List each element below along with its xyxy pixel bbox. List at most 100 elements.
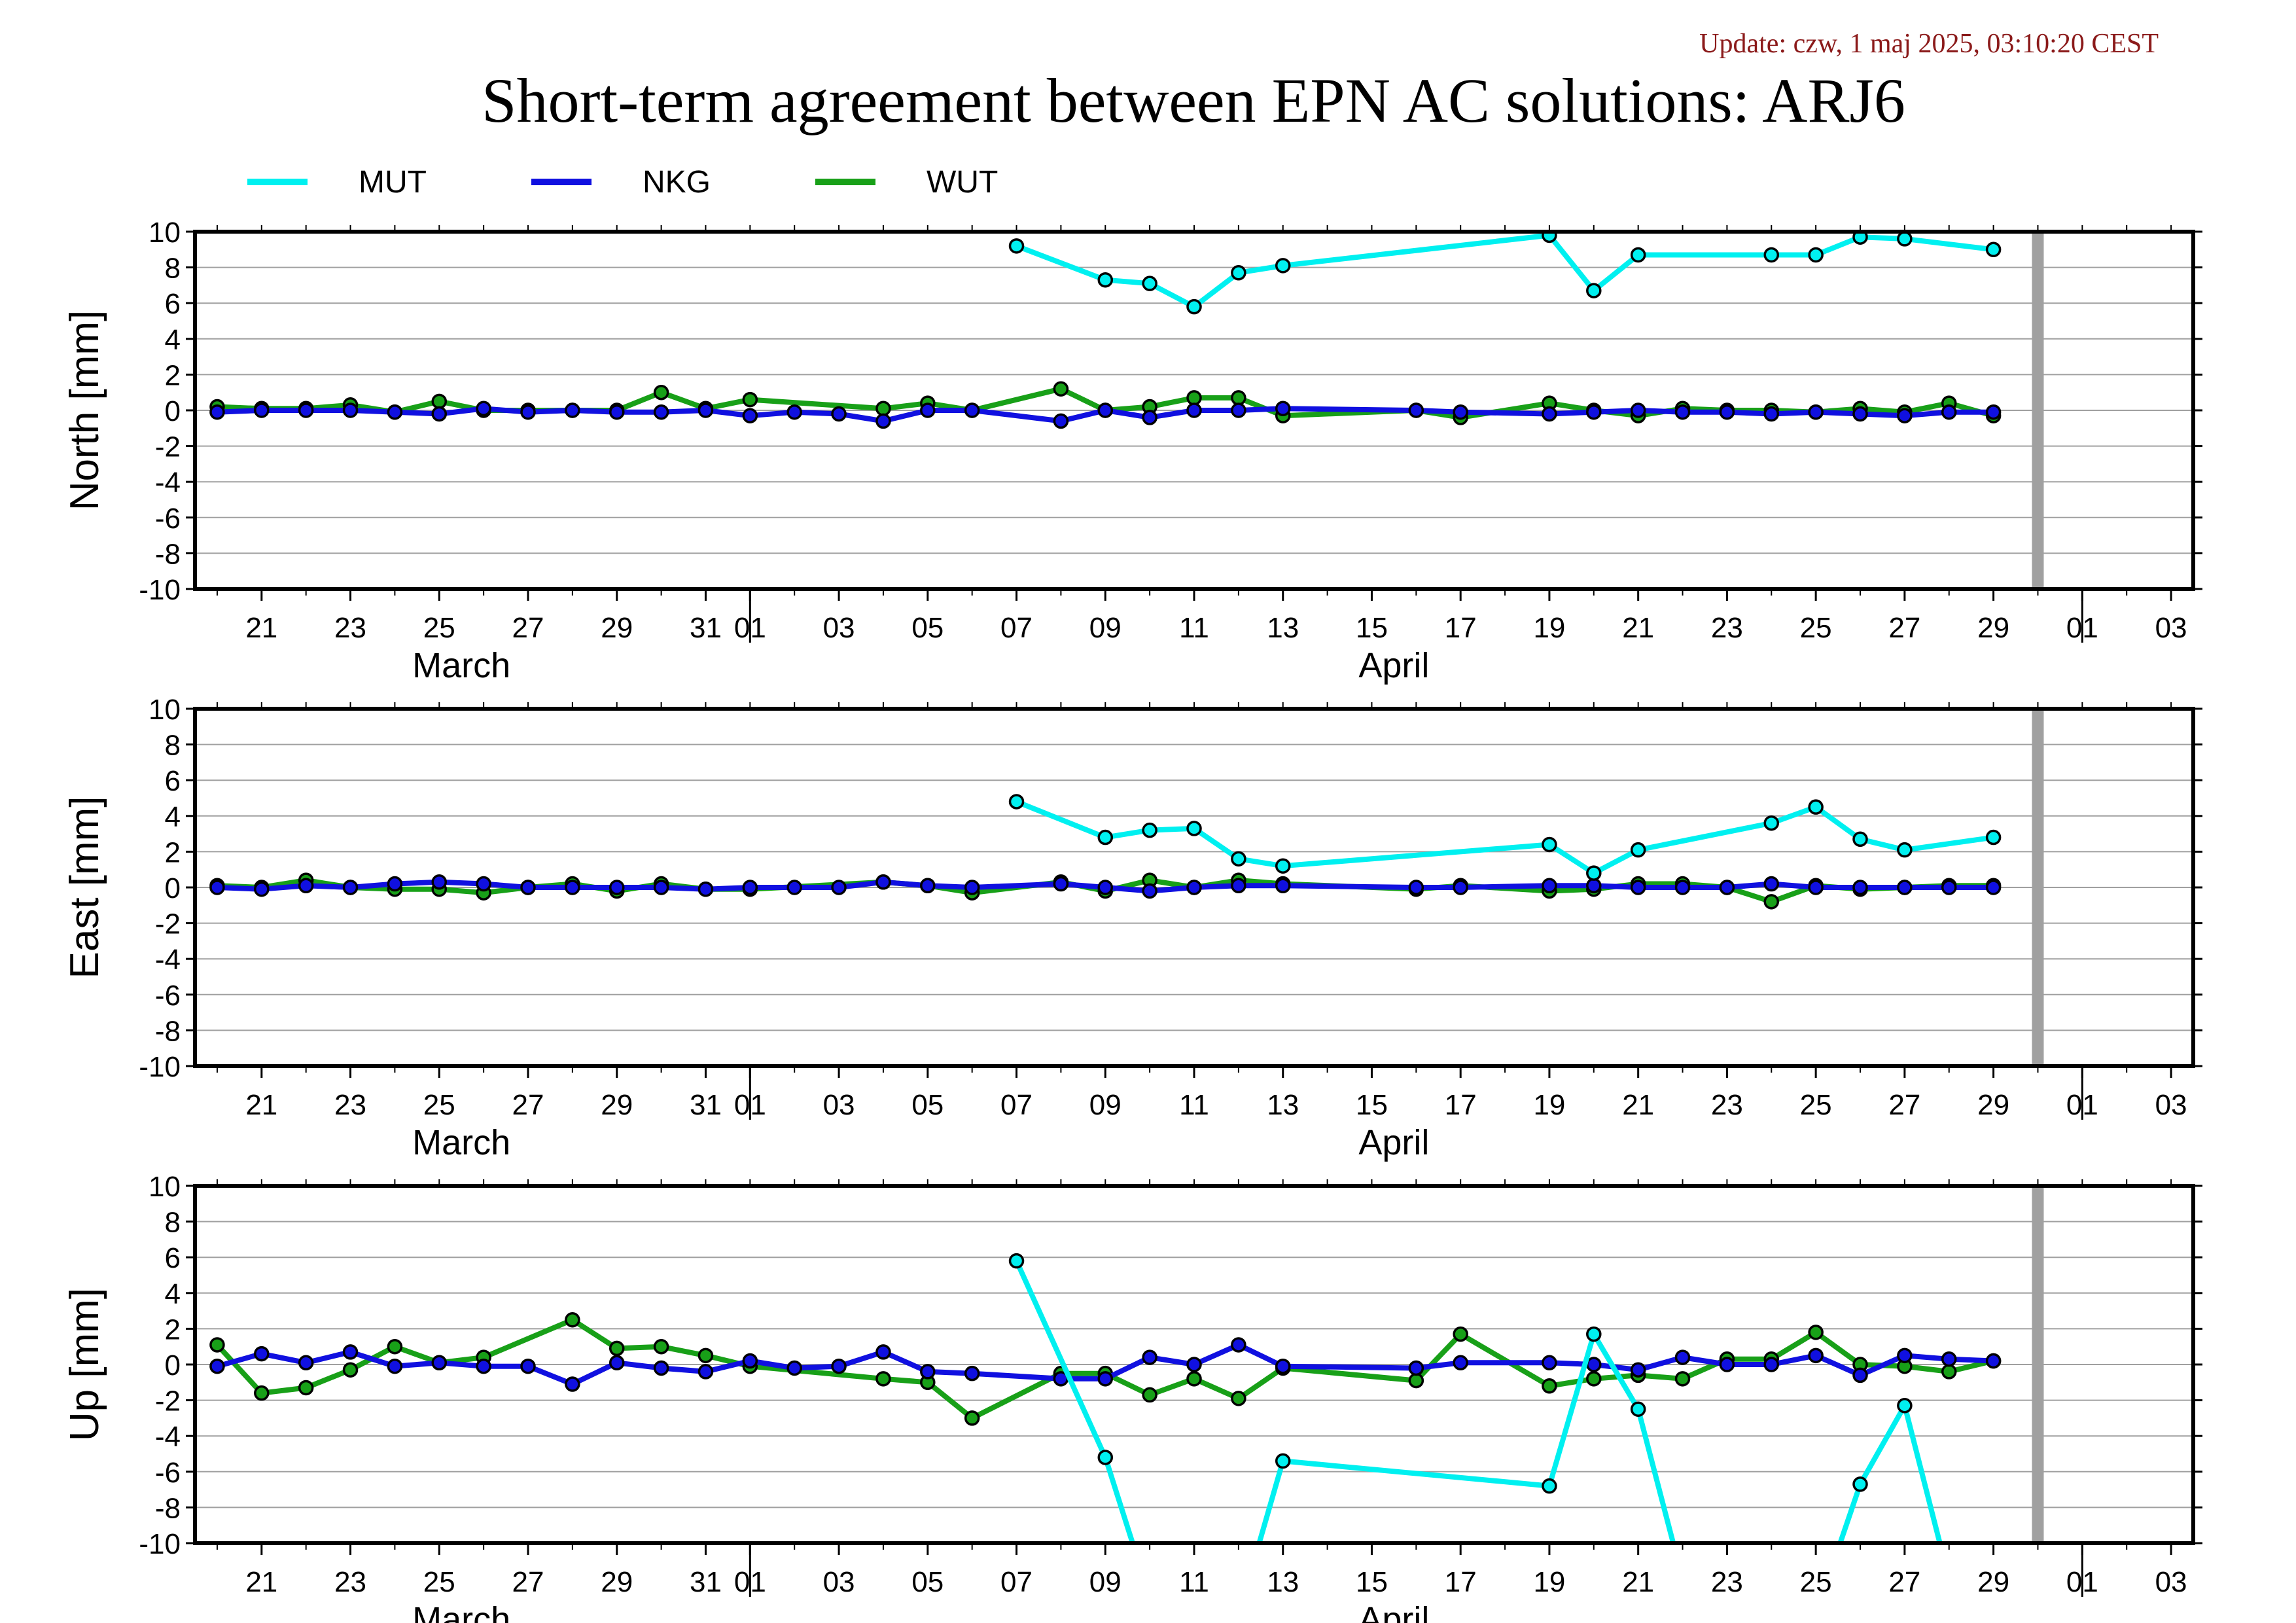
y-tick-label: 2: [165, 836, 181, 868]
x-tick-label: 23: [334, 1566, 366, 1598]
x-tick-label: 29: [1977, 1566, 2009, 1598]
data-point-mut: [1897, 842, 1913, 858]
y-tick-label: -10: [139, 1528, 181, 1560]
data-point-nkg: [786, 404, 802, 420]
data-point-wut: [387, 1338, 403, 1355]
data-point-nkg: [1586, 1357, 1602, 1372]
x-tick-label: 15: [1356, 1566, 1388, 1598]
series-group: [209, 1253, 2002, 1621]
legend-label-mut: MUT: [359, 165, 427, 200]
y-tick-label: -2: [155, 431, 181, 463]
data-point-mut: [1186, 298, 1202, 315]
x-tick-label: 31: [690, 1089, 722, 1121]
data-point-wut: [1941, 1364, 1957, 1380]
data-point-wut: [742, 391, 758, 408]
x-tick-label: 05: [911, 1566, 944, 1598]
data-gap-bar: [2032, 709, 2044, 1066]
data-point-wut: [1142, 1387, 1157, 1403]
legend-item-nkg: NKG: [531, 165, 711, 200]
x-tick-label: 21: [1622, 1566, 1654, 1598]
x-tick-label: 23: [334, 612, 366, 644]
x-tick-label: 21: [1622, 612, 1654, 644]
data-point-nkg: [831, 1358, 847, 1374]
data-point-mut: [1763, 247, 1780, 263]
data-point-mut: [1897, 1398, 1913, 1414]
x-tick-label: 27: [1888, 1089, 1920, 1121]
data-point-nkg: [1097, 880, 1114, 895]
data-point-nkg: [1186, 402, 1202, 418]
data-point-mut: [1097, 272, 1114, 288]
data-point-wut: [1053, 381, 1069, 397]
data-point-nkg: [254, 881, 270, 897]
data-point-mut: [1542, 836, 1557, 853]
data-point-nkg: [342, 402, 359, 418]
data-point-wut: [609, 1340, 625, 1357]
x-tick-label: 09: [1089, 1089, 1122, 1121]
y-tick-label: 6: [165, 288, 181, 320]
x-tick-label: 19: [1533, 612, 1565, 644]
data-point-nkg: [1231, 878, 1246, 894]
x-tick-label: 05: [911, 612, 944, 644]
data-point-mut: [1852, 831, 1868, 847]
x-tick-label: 15: [1356, 612, 1388, 644]
data-point-nkg: [920, 1364, 936, 1380]
data-point-mut: [1275, 258, 1291, 274]
y-axis-label: East [mm]: [62, 796, 107, 978]
y-tick-label: -4: [155, 1421, 181, 1453]
data-point-mut: [1808, 799, 1824, 815]
x-tick-label: 29: [1977, 1089, 2009, 1121]
data-point-nkg: [875, 413, 891, 429]
x-tick-label: 17: [1445, 1566, 1477, 1598]
x-tick-label: 27: [512, 612, 544, 644]
data-point-nkg: [565, 880, 580, 895]
x-tick-label: 29: [601, 1566, 633, 1598]
data-point-nkg: [1453, 404, 1468, 420]
data-point-nkg: [1763, 406, 1780, 422]
data-point-wut: [1231, 390, 1246, 406]
y-tick-label: 4: [165, 324, 181, 356]
y-tick-label: -6: [155, 503, 181, 535]
y-tick-label: 0: [165, 1349, 181, 1382]
data-point-nkg: [476, 1358, 491, 1374]
data-point-nkg: [698, 1364, 714, 1380]
data-gap-bar: [2032, 232, 2044, 589]
data-point-nkg: [1985, 880, 2002, 895]
data-point-nkg: [609, 404, 625, 420]
data-point-nkg: [1142, 410, 1157, 425]
x-tick-label: 09: [1089, 1566, 1122, 1598]
x-tick-label: 03: [823, 612, 855, 644]
legend-item-mut: MUT: [247, 165, 427, 200]
data-point-nkg: [609, 880, 625, 895]
data-point-nkg: [698, 881, 714, 897]
data-point-nkg: [387, 1358, 403, 1374]
data-point-mut: [1097, 829, 1114, 846]
data-point-mut: [1232, 1608, 1245, 1621]
x-tick-label: 23: [1711, 1566, 1743, 1598]
data-point-mut: [1008, 238, 1025, 254]
data-point-nkg: [1231, 402, 1246, 418]
data-point-nkg: [1186, 1357, 1202, 1372]
data-point-mut: [1275, 858, 1291, 874]
y-tick-label: -8: [155, 1015, 181, 1047]
month-label-april: April: [1358, 1123, 1429, 1162]
y-tick-label: 8: [165, 730, 181, 762]
data-point-nkg: [1674, 404, 1691, 420]
data-point-nkg: [565, 402, 580, 418]
legend: MUT NKG WUT: [247, 165, 998, 200]
data-point-wut: [1231, 1391, 1246, 1406]
y-tick-label: -2: [155, 1385, 181, 1418]
data-point-mut: [1231, 265, 1246, 281]
plot-frame: [193, 707, 2195, 1068]
data-point-nkg: [476, 401, 491, 417]
data-point-nkg: [1542, 1355, 1557, 1371]
x-tick-label: 29: [1977, 612, 2009, 644]
data-point-mut: [1008, 1253, 1025, 1269]
y-tick-label: 2: [165, 359, 181, 391]
y-tick-label: -2: [155, 908, 181, 940]
series-group: [209, 232, 2002, 429]
data-point-nkg: [1097, 402, 1114, 418]
x-tick-label: 09: [1089, 612, 1122, 644]
data-point-nkg: [1275, 878, 1291, 894]
data-point-mut: [1275, 1453, 1291, 1469]
